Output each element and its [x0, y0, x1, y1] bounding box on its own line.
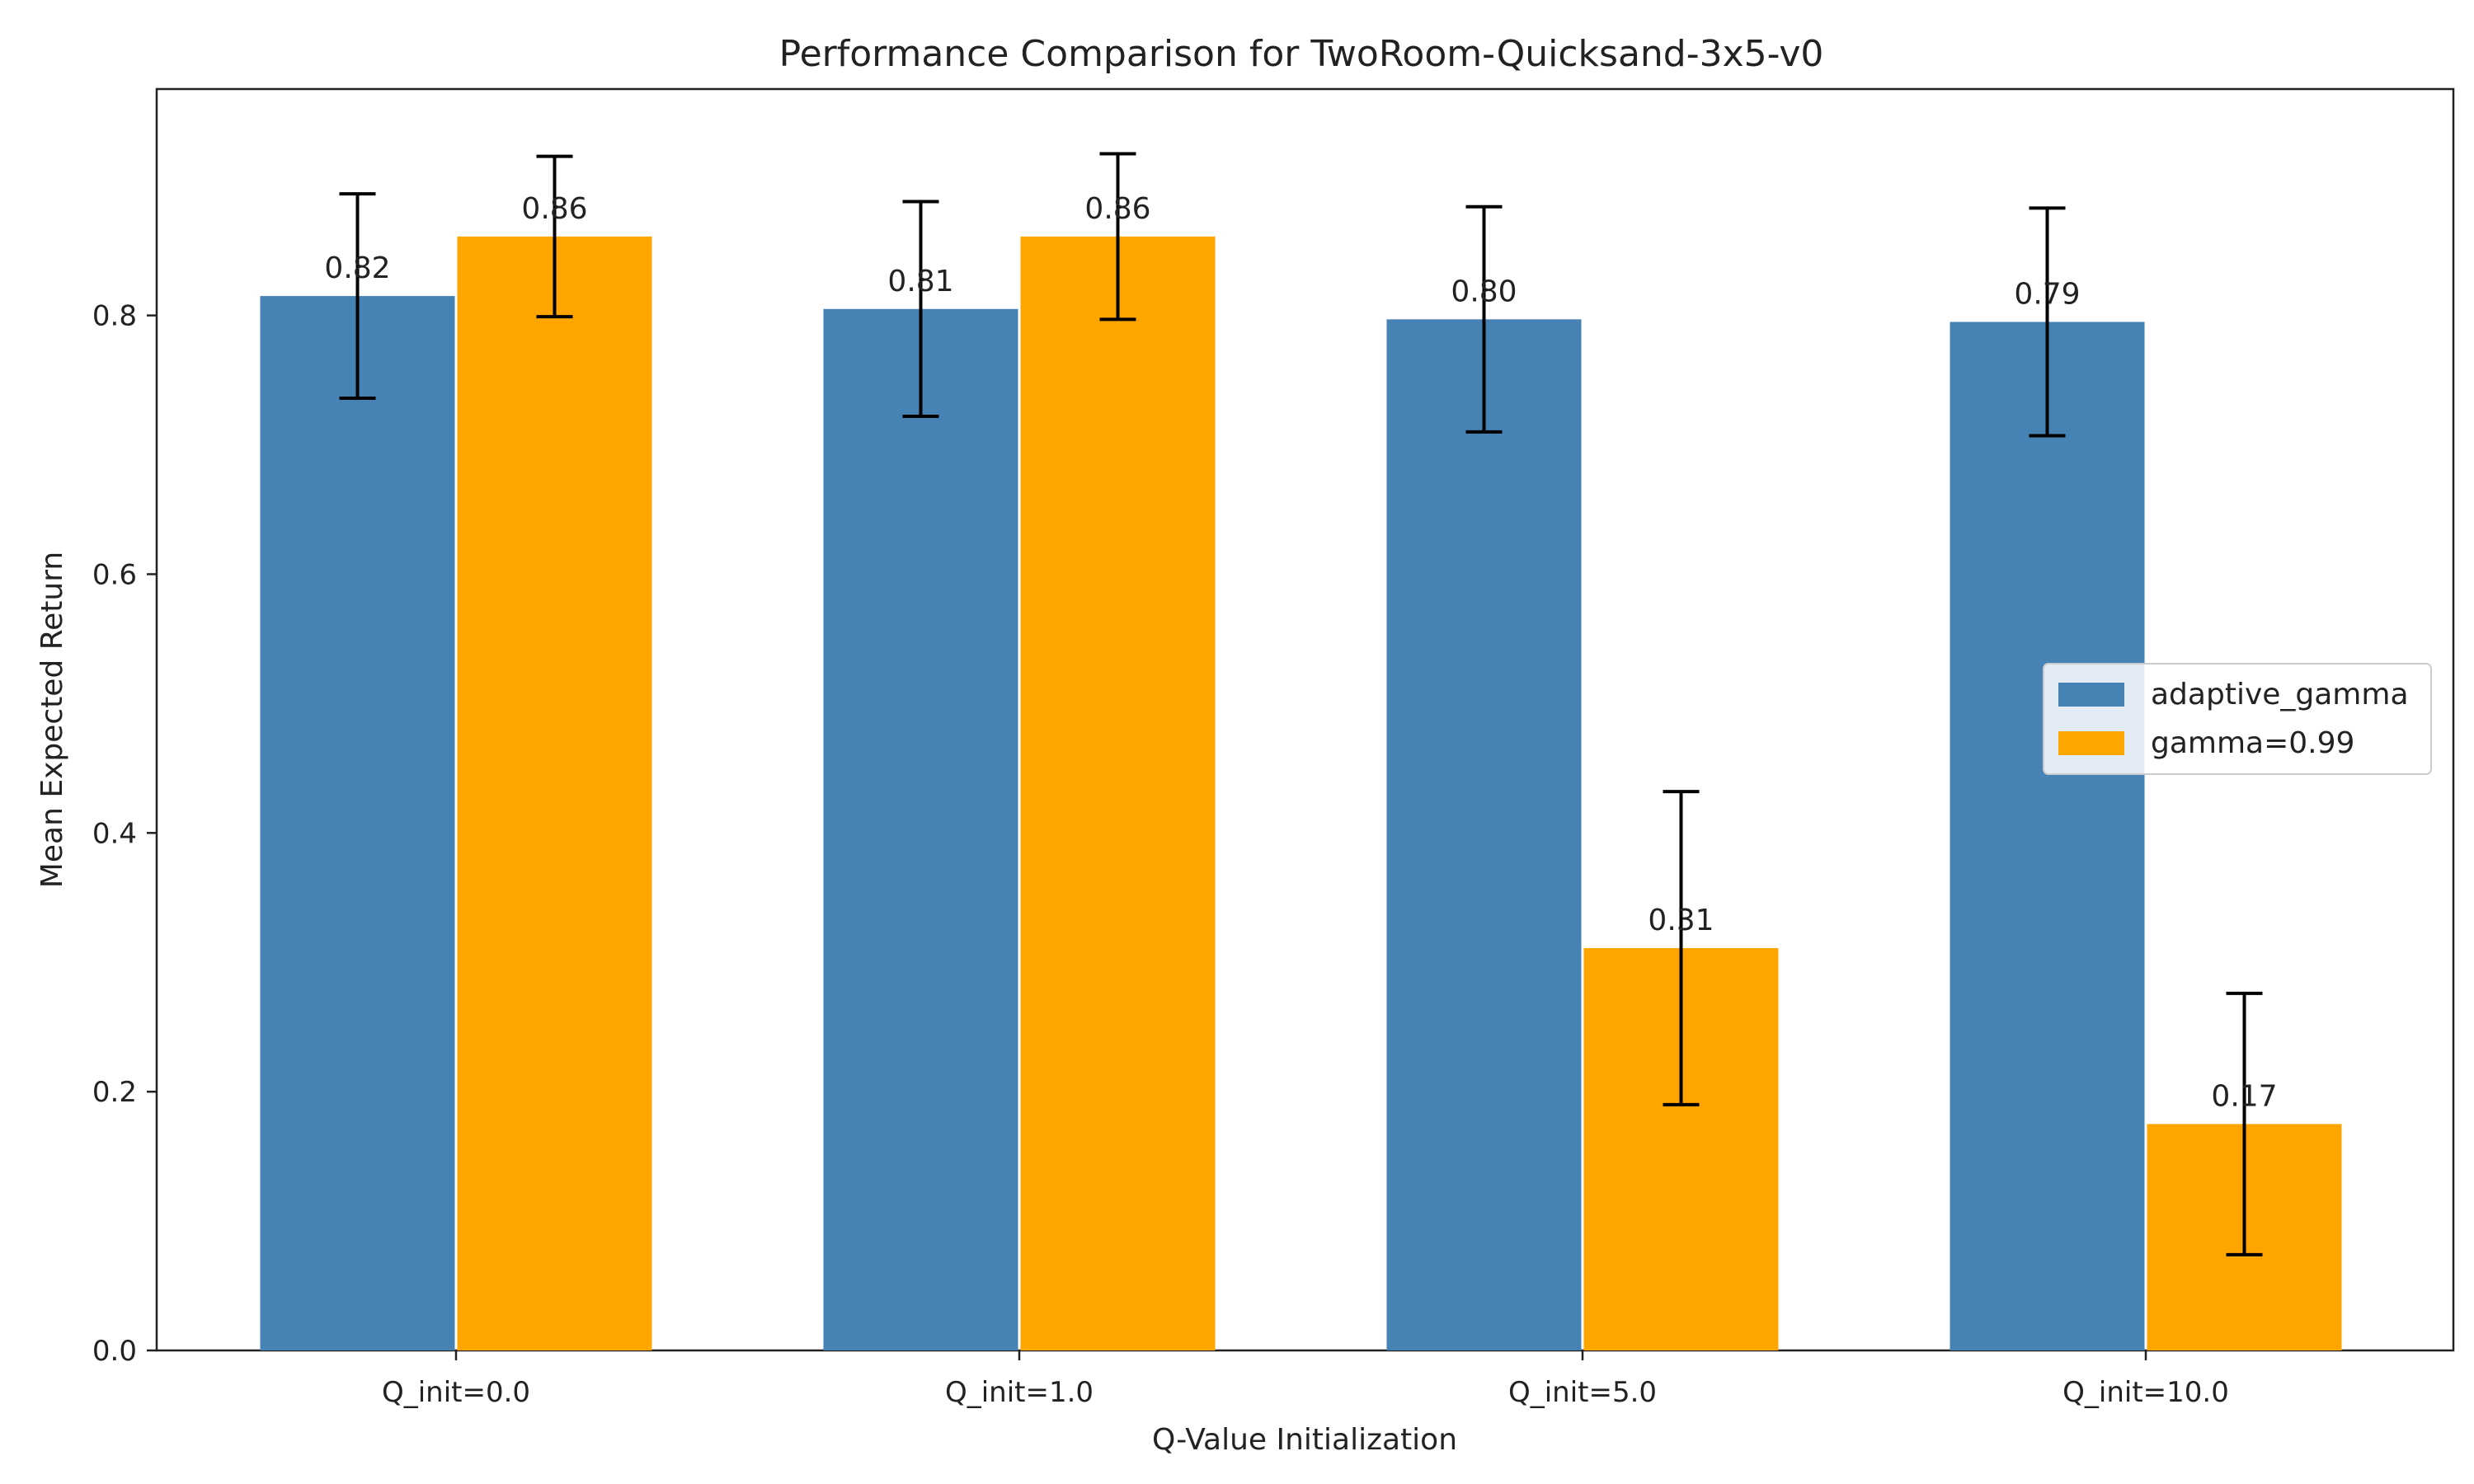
- y-axis-label: Mean Expected Return: [35, 552, 69, 888]
- x-tick-label: Q_init=10.0: [2062, 1376, 2229, 1409]
- data-label: 0.31: [1648, 904, 1714, 937]
- data-label: 0.81: [887, 265, 953, 298]
- y-tick-label: 0.6: [92, 558, 137, 591]
- legend-label-adaptive-gamma: adaptive_gamma: [2151, 678, 2409, 711]
- data-label: 0.17: [2211, 1079, 2277, 1113]
- bar-gamma-0-99: [1020, 236, 1216, 1350]
- bar-adaptive-gamma: [260, 296, 455, 1351]
- y-tick-label: 0.8: [92, 300, 137, 333]
- bar-adaptive-gamma: [1386, 319, 1582, 1350]
- x-axis: Q_init=0.0 Q_init=1.0 Q_init=5.0 Q_init=10.…: [382, 1350, 2229, 1409]
- plot-area: [155, 87, 2455, 1352]
- data-label: 0.80: [1451, 275, 1517, 308]
- y-tick-label: 0.4: [92, 817, 137, 850]
- y-tick-label: 0.0: [92, 1335, 137, 1368]
- data-label: 0.79: [2014, 277, 2080, 311]
- legend-box: [2043, 663, 2432, 775]
- x-tick-label: Q_init=1.0: [945, 1376, 1094, 1409]
- chart-title: Performance Comparison for TwoRoom-Quick…: [779, 33, 1824, 75]
- legend-label-gamma-099: gamma=0.99: [2151, 726, 2354, 760]
- bars-group: [260, 236, 2342, 1351]
- x-tick-label: Q_init=0.0: [382, 1376, 530, 1409]
- data-label: 0.86: [1084, 192, 1150, 226]
- data-label: 0.82: [324, 251, 390, 285]
- bar-adaptive-gamma: [1950, 322, 2145, 1350]
- bar-adaptive-gamma: [823, 308, 1018, 1350]
- y-tick-label: 0.2: [92, 1076, 137, 1109]
- bar-gamma-0-99: [457, 236, 652, 1350]
- data-labels-group: 0.82 0.81 0.80 0.79 0.86 0.86 0.31 0.17: [324, 192, 2277, 1113]
- x-tick-label: Q_init=5.0: [1508, 1376, 1657, 1409]
- data-label: 0.86: [521, 192, 587, 226]
- y-axis: 0.0 0.2 0.4 0.6 0.8: [92, 300, 157, 1368]
- legend-swatch-gamma-099: [2058, 731, 2124, 755]
- x-axis-label: Q-Value Initialization: [1152, 1423, 1457, 1457]
- legend: adaptive_gamma gamma=0.99: [2043, 663, 2432, 775]
- legend-swatch-adaptive-gamma: [2058, 683, 2124, 707]
- error-bars-group: [339, 152, 2263, 1256]
